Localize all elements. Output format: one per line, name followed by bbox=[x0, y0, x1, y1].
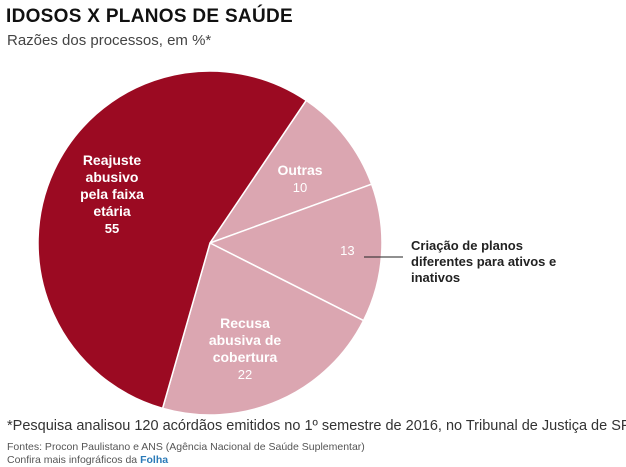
slice-label-1: Recusa abusiva de cobertura 22 bbox=[209, 315, 282, 382]
more-prefix: Confira mais infográficos da bbox=[7, 454, 138, 466]
pie-slice-0 bbox=[37, 70, 308, 410]
callout-line-2: diferentes para ativos e bbox=[411, 254, 557, 269]
pie-slices bbox=[37, 70, 383, 416]
pie-slice-3 bbox=[208, 99, 373, 245]
pie-chart: Outras 10 13 Recusa abusiva de cobertura 22 Rea… bbox=[37, 70, 403, 416]
callout-line-1: Criação de planos bbox=[411, 238, 523, 253]
pie-slice-2 bbox=[208, 183, 383, 322]
pie-labels: Outras 10 13 Recusa abusiva de cobertura 22 Rea… bbox=[80, 152, 355, 382]
footnote: *Pesquisa analisou 120 acórdãos emitidos… bbox=[7, 418, 626, 434]
callout-label: Criação de planos diferentes para ativos… bbox=[411, 238, 601, 286]
slice-value-2: 13 bbox=[340, 243, 354, 258]
folha-link[interactable]: Folha bbox=[140, 454, 169, 466]
chart-title: IDOSOS X PLANOS DE SAÚDE bbox=[6, 6, 293, 27]
chart-subtitle: Razões dos processos, em %* bbox=[7, 32, 212, 49]
callout-line-3: inativos bbox=[411, 270, 461, 285]
pie-slice-1 bbox=[161, 241, 365, 416]
slice-label-0: Reajuste abusivo pela faixa etária 55 bbox=[80, 152, 144, 236]
sources-line: Fontes: Procon Paulistano e ANS (Agência… bbox=[7, 441, 365, 453]
slice-label-3: Outras 10 bbox=[277, 162, 322, 195]
more-infographics: Confira mais infográficos da Folha bbox=[7, 454, 168, 466]
